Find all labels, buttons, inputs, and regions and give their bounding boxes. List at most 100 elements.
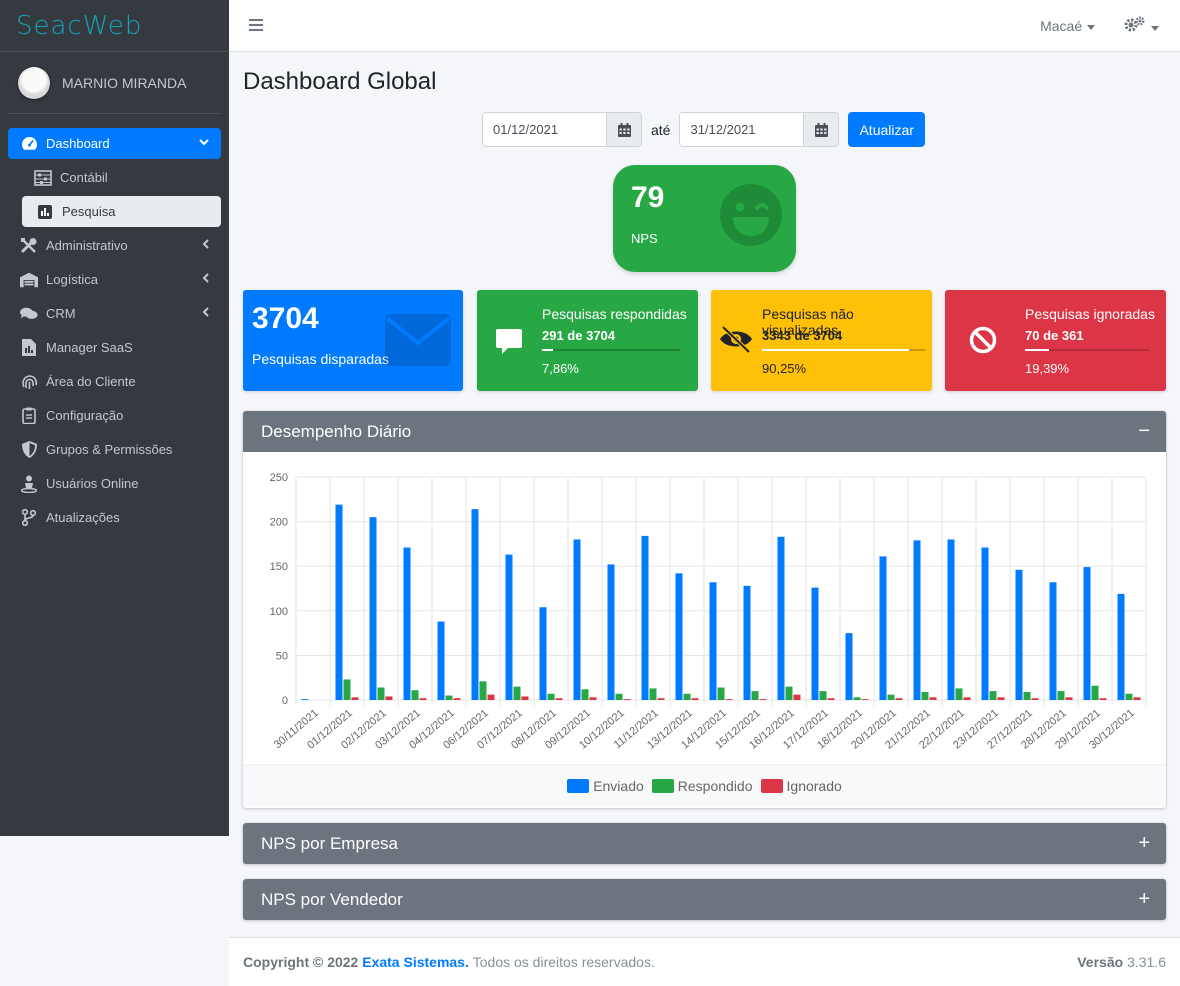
sidebar-item-usuarios-online[interactable]: Usuários Online — [8, 468, 221, 499]
caret-down-icon — [1086, 18, 1096, 34]
unseen-box: Pesquisas não visualizadas 3343 de 3704 … — [711, 290, 932, 391]
avatar[interactable] — [18, 66, 50, 99]
y-tick-label: 50 — [276, 650, 288, 662]
bar-enviado — [743, 585, 751, 700]
bar-ignorado — [555, 698, 563, 700]
sidebar-item-label: Usuários Online — [46, 476, 139, 491]
bar-respondido — [615, 693, 623, 700]
eye-slash-icon — [718, 324, 754, 359]
envelope-icon — [385, 314, 451, 371]
sidebar-item-label: Pesquisa — [62, 204, 116, 219]
ban-icon — [969, 326, 997, 359]
card-title: Desempenho Diário — [261, 421, 412, 441]
answered-box: Pesquisas respondidas 291 de 3704 7,86% — [477, 290, 698, 391]
answered-count: 291 de 3704 — [542, 328, 616, 343]
city-label: Macaé — [1040, 17, 1083, 34]
sidebar-item-dashboard[interactable]: Dashboard — [8, 128, 221, 159]
bar-ignorado — [521, 696, 529, 700]
y-tick-label: 200 — [270, 517, 288, 529]
collapse-button[interactable]: − — [1138, 420, 1150, 442]
card-header[interactable]: NPS por Empresa + — [243, 823, 1166, 864]
bar-enviado — [607, 564, 615, 700]
ignored-title: Pesquisas ignoradas — [1025, 306, 1155, 322]
bar-respondido — [513, 686, 521, 700]
bar-respondido — [1091, 685, 1099, 700]
brand-logo-text[interactable]: SeacWeb — [16, 10, 143, 41]
sidebar-item-pesquisa[interactable]: Pesquisa — [22, 196, 221, 227]
legend-item[interactable]: Ignorado — [760, 778, 842, 794]
bar-respondido — [989, 691, 997, 700]
bar-respondido — [717, 687, 725, 700]
bar-ignorado — [861, 699, 869, 700]
update-button[interactable]: Atualizar — [848, 112, 925, 147]
bar-respondido — [683, 693, 691, 700]
ignored-progress — [1025, 349, 1149, 351]
version-number: 3.31.6 — [1127, 954, 1166, 970]
hamburger-icon[interactable] — [249, 15, 263, 36]
nps-company-card: NPS por Empresa + — [243, 823, 1166, 864]
sidebar-item-crm[interactable]: CRM — [8, 298, 221, 329]
bar-ignorado — [759, 699, 767, 700]
start-date-input[interactable] — [483, 113, 606, 146]
sidebar-item-label: Manager SaaS — [46, 340, 133, 355]
sidebar-item-label: Grupos & Permissões — [46, 442, 173, 457]
legend-swatch — [651, 779, 674, 793]
bar-ignorado — [1031, 698, 1039, 700]
wink-smile-icon — [719, 183, 783, 252]
city-dropdown[interactable]: Macaé — [1040, 18, 1096, 34]
bar-ignorado — [963, 697, 971, 700]
sidebar-item-configuracao[interactable]: Configuração — [8, 400, 221, 431]
user-panel[interactable]: MARNIO MIRANDA — [8, 52, 221, 114]
sidebar-item-grupos-permissoes[interactable]: Grupos & Permissões — [8, 434, 221, 465]
bar-respondido — [785, 686, 793, 700]
company-link[interactable]: Exata Sistemas. — [362, 954, 469, 970]
bar-enviado — [471, 509, 479, 700]
bar-enviado — [981, 547, 989, 700]
card-header[interactable]: NPS por Vendedor + — [243, 879, 1166, 920]
date-separator: até — [651, 121, 671, 138]
bar-respondido — [343, 679, 351, 700]
legend-item[interactable]: Enviado — [567, 778, 644, 794]
fingerprint-icon — [20, 373, 38, 391]
card-title: NPS por Empresa — [261, 833, 398, 853]
sidebar-item-logistica[interactable]: Logística — [8, 264, 221, 295]
expand-button[interactable]: + — [1138, 888, 1150, 910]
calendar-icon[interactable] — [606, 113, 641, 146]
answered-title: Pesquisas respondidas — [542, 306, 687, 322]
version-label: Versão — [1077, 954, 1124, 970]
sidebar-item-manager-saas[interactable]: Manager SaaS — [8, 332, 221, 363]
sidebar-item-administrativo[interactable]: Administrativo — [8, 230, 221, 261]
bar-respondido — [751, 691, 759, 700]
brand[interactable]: SeacWeb — [0, 0, 229, 52]
git-branch-icon — [20, 509, 38, 527]
sidebar-item-area-cliente[interactable]: Área do Cliente — [8, 366, 221, 397]
main-content: Dashboard Global até Atualizar 79 NPS 37… — [229, 52, 1180, 937]
bar-ignorado — [487, 694, 495, 700]
legend-item[interactable]: Respondido — [651, 778, 753, 794]
expand-button[interactable]: + — [1138, 832, 1150, 854]
bar-ignorado — [351, 697, 359, 700]
settings-dropdown[interactable] — [1124, 16, 1160, 35]
bar-enviado — [335, 504, 343, 700]
footer: Copyright © 2022 Exata Sistemas. Todos o… — [229, 937, 1180, 986]
sidebar-item-contabil[interactable]: Contábil — [8, 162, 221, 193]
answered-percent: 7,86% — [542, 361, 579, 376]
sidebar-item-label: Área do Cliente — [46, 374, 136, 389]
calendar-icon[interactable] — [803, 113, 839, 146]
bar-respondido — [581, 689, 589, 700]
sent-label: Pesquisas disparadas — [252, 351, 389, 367]
user-name[interactable]: MARNIO MIRANDA — [62, 74, 187, 91]
sidebar-item-atualizacoes[interactable]: Atualizações — [8, 502, 221, 533]
bar-ignorado — [419, 698, 427, 700]
answered-progress — [542, 349, 680, 351]
sidebar-nav: Dashboard Contábil Pesquisa Administrati… — [0, 114, 229, 533]
sidebar-item-label: Dashboard — [46, 136, 110, 151]
unseen-count: 3343 de 3704 — [762, 328, 843, 343]
bar-enviado — [641, 535, 649, 700]
file-chart-icon — [20, 339, 38, 357]
end-date-input[interactable] — [680, 113, 804, 146]
gears-icon — [1124, 16, 1150, 35]
sidebar-item-label: CRM — [46, 306, 76, 321]
page-title: Dashboard Global — [243, 68, 437, 95]
ignored-count: 70 de 361 — [1025, 328, 1084, 343]
